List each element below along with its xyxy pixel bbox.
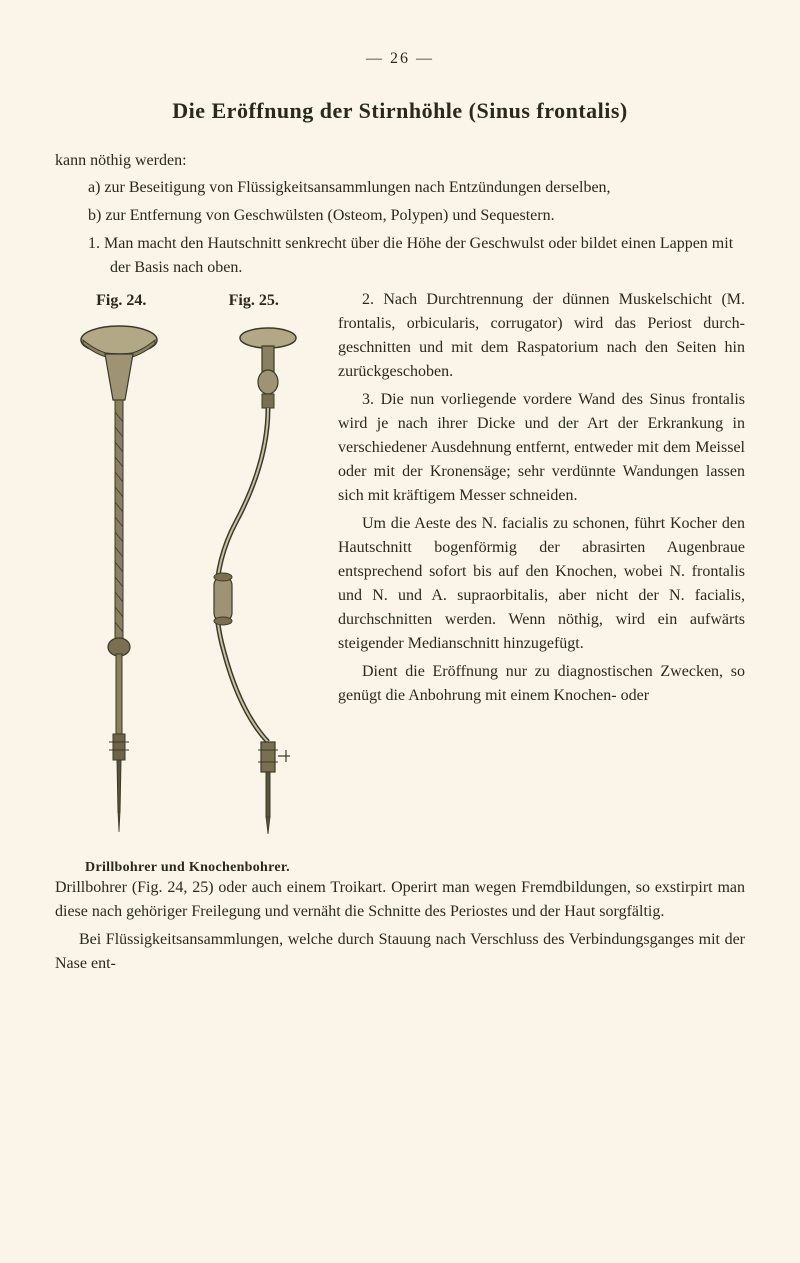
list-item-a: a) zur Beseitigung von Flüssigkeitsansam… xyxy=(55,176,745,200)
page-number: — 26 — xyxy=(55,50,745,68)
list-item-b: b) zur Entfernung von Geschwülsten (Oste… xyxy=(55,204,745,228)
figure-labels: Fig. 24. Fig. 25. xyxy=(55,292,320,310)
figure-images xyxy=(55,322,320,852)
paragraph-5b: Drillbohrer (Fig. 24, 25) oder auch eine… xyxy=(55,876,745,924)
page-title: Die Eröffnung der Stirnhöhle (Sinus fron… xyxy=(55,98,745,124)
paragraph-6: Bei Flüssigkeitsansammlungen, welche dur… xyxy=(55,928,745,976)
content-area: Fig. 24. Fig. 25. xyxy=(55,288,745,976)
knochenbohrer-illustration xyxy=(196,322,306,842)
fig24-label: Fig. 24. xyxy=(96,292,146,310)
drillbohrer-illustration xyxy=(69,322,169,842)
fig25-label: Fig. 25. xyxy=(229,292,279,310)
figures-block: Fig. 24. Fig. 25. xyxy=(55,292,320,876)
numbered-item-1: 1. Man macht den Hautschnitt senkrecht ü… xyxy=(55,232,745,280)
figure-caption: Drillbohrer und Knochenbohrer. xyxy=(55,860,320,876)
intro-text: kann nöthig werden: xyxy=(55,152,745,170)
document-page: — 26 — Die Eröffnung der Stirnhöhle (Sin… xyxy=(0,0,800,1020)
after-float-text: Drillbohrer (Fig. 24, 25) oder auch eine… xyxy=(55,876,745,976)
